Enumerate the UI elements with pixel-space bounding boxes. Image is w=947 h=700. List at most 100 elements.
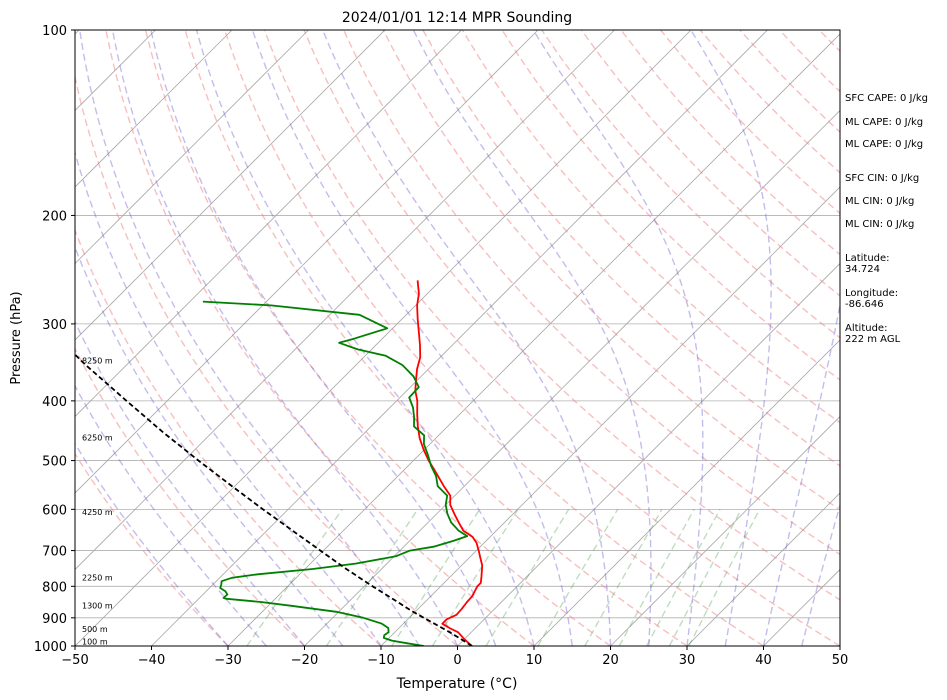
temperature-trace xyxy=(414,280,484,646)
y-tick-label: 200 xyxy=(42,209,67,224)
mixing-ratio-line xyxy=(485,508,570,646)
sfc-cape-label: SFC CAPE: 0 J/kg xyxy=(845,93,928,104)
x-tick-label: −50 xyxy=(61,653,88,668)
longitude-block: Longitude: -86.646 xyxy=(845,288,898,310)
dry-adiabat-line xyxy=(75,228,382,646)
x-tick-label: 50 xyxy=(832,653,849,668)
ml-cin-label: ML CIN: 0 J/kg xyxy=(845,196,915,207)
mixing-ratio-line xyxy=(391,508,481,646)
dry-adiabat-line xyxy=(75,73,458,646)
dry-adiabat-line xyxy=(303,30,840,601)
isotherm-line xyxy=(533,339,840,646)
mixing-ratio-lines xyxy=(246,508,761,646)
height-label: 8250 m xyxy=(82,356,113,365)
x-tick-label: −20 xyxy=(291,653,318,668)
dry-adiabat-line xyxy=(75,347,305,646)
isotherm-line xyxy=(151,30,768,646)
dry-adiabat-line xyxy=(501,30,840,381)
plot-background xyxy=(75,30,840,646)
mixing-ratio-line xyxy=(246,508,343,646)
y-tick-label: 100 xyxy=(42,24,67,39)
dewpoint-trace xyxy=(202,300,469,646)
dry-adiabat-line xyxy=(422,30,840,467)
x-tick-label: 30 xyxy=(679,653,696,668)
dry-adiabats xyxy=(75,30,840,646)
latitude-value: 34.724 xyxy=(845,264,880,275)
dry-adiabat-line xyxy=(263,30,840,646)
y-tick-label: 900 xyxy=(42,612,67,627)
sounding-traces xyxy=(75,280,484,646)
parcel-profile-trace xyxy=(75,353,473,646)
moist-adiabat-line xyxy=(111,30,459,646)
dry-adiabat-line xyxy=(184,30,688,646)
isotherm-line xyxy=(75,30,692,646)
isotherm-line xyxy=(75,30,539,494)
chart-title: 2024/01/01 12:14 MPR Sounding xyxy=(342,10,572,26)
dry-adiabat-line xyxy=(342,30,840,556)
altitude-label: Altitude: xyxy=(845,323,888,334)
mixing-ratio-line xyxy=(584,508,663,646)
moist-adiabat-line xyxy=(251,30,573,646)
x-tick-label: 0 xyxy=(453,653,461,668)
isotherm-line xyxy=(75,30,233,188)
dry-adiabat-line xyxy=(541,30,840,339)
ml-cape-label-2: ML CAPE: 0 J/kg xyxy=(845,139,924,150)
ml-cape-label: ML CAPE: 0 J/kg xyxy=(845,117,924,128)
x-tick-label: −10 xyxy=(367,653,394,668)
y-axis-ticks: 100 200 300 400 500 600 700 800 900 1000 xyxy=(34,24,75,655)
moist-adiabat-line xyxy=(801,502,840,646)
isotherm-line xyxy=(227,33,840,646)
x-tick-label: −30 xyxy=(214,653,241,668)
moist-adiabat-line xyxy=(762,301,840,646)
y-axis-label: Pressure (hPa) xyxy=(9,291,24,384)
dry-adiabat-line xyxy=(224,30,764,646)
height-label: 100 m xyxy=(82,637,108,646)
moist-adiabat-line xyxy=(79,30,420,646)
mixing-ratio-line xyxy=(325,508,419,646)
isotherm-line xyxy=(610,415,840,646)
height-labels: 100 m 500 m 1300 m 2250 m 4250 m 6250 m 8250 m xyxy=(82,356,113,646)
x-tick-label: 40 xyxy=(755,653,772,668)
ml-cin-label-2: ML CIN: 0 J/kg xyxy=(845,219,915,230)
latitude-label: Latitude: xyxy=(845,253,890,264)
y-tick-label: 600 xyxy=(42,503,67,518)
isotherm-grid xyxy=(75,30,840,646)
longitude-label: Longitude: xyxy=(845,288,899,299)
height-label: 6250 m xyxy=(82,433,113,442)
isotherm-line xyxy=(75,30,462,418)
moist-adiabat-line xyxy=(75,150,382,646)
height-label: 4250 m xyxy=(82,508,113,517)
dry-adiabat-line xyxy=(144,30,611,646)
x-tick-label: 10 xyxy=(526,653,543,668)
isotherm-line xyxy=(75,30,386,341)
mixing-ratio-line xyxy=(618,508,695,646)
altitude-value: 222 m AGL xyxy=(845,334,901,345)
moist-adiabat-line xyxy=(75,442,229,646)
y-tick-label: 800 xyxy=(42,580,67,595)
y-tick-label: 400 xyxy=(42,395,67,410)
y-tick-label: 700 xyxy=(42,545,67,560)
y-tick-label: 300 xyxy=(42,318,67,333)
dry-adiabat-line xyxy=(382,30,840,511)
sfc-cin-label: SFC CIN: 0 J/kg xyxy=(845,173,920,184)
y-tick-label: 500 xyxy=(42,455,67,470)
isotherm-line xyxy=(304,109,840,646)
isotherm-line xyxy=(686,492,840,646)
isotherm-line xyxy=(75,30,615,571)
x-tick-label: −40 xyxy=(138,653,165,668)
latitude-block: Latitude: 34.724 xyxy=(845,253,890,275)
height-label: 2250 m xyxy=(82,573,113,582)
isobar-grid xyxy=(75,30,840,646)
dry-adiabat-line xyxy=(580,30,840,297)
height-label: 500 m xyxy=(82,625,108,634)
y-tick-label: 1000 xyxy=(34,640,67,655)
x-axis-ticks: −50 −40 −30 −20 −10 0 10 20 30 40 50 xyxy=(61,646,848,668)
altitude-block: Altitude: 222 m AGL xyxy=(845,323,900,345)
x-tick-label: 20 xyxy=(602,653,619,668)
height-label: 1300 m xyxy=(82,601,113,610)
dry-adiabat-line xyxy=(75,452,229,646)
dry-adiabat-line xyxy=(105,30,535,646)
dry-adiabat-line xyxy=(461,30,840,424)
isotherm-line xyxy=(457,262,840,646)
